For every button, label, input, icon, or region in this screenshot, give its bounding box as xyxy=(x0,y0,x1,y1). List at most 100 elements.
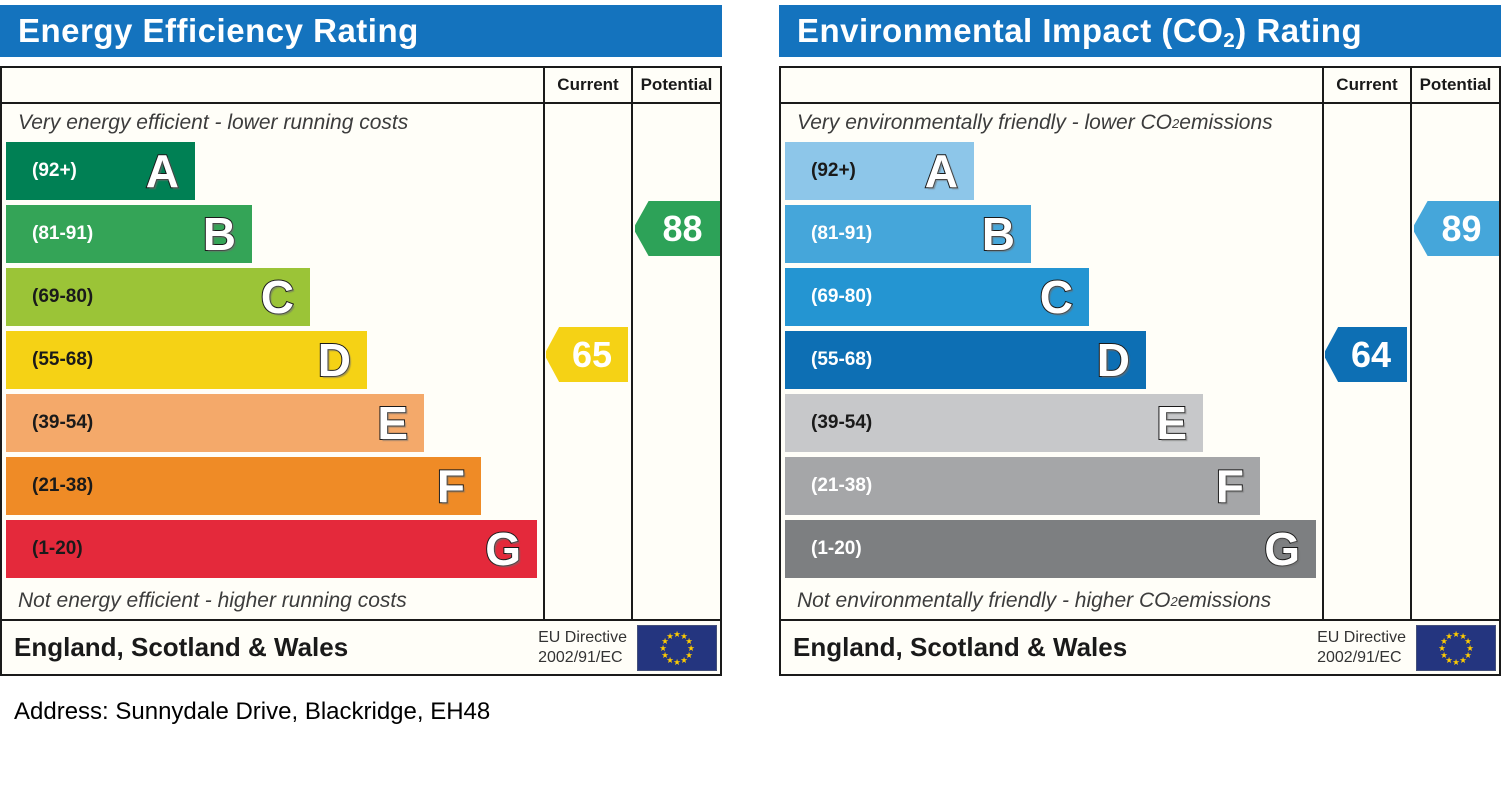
band-f: (21-38) F xyxy=(785,457,1260,515)
band-row-c: (69-80) C xyxy=(781,268,1499,326)
directive-line1: EU Directive xyxy=(1317,629,1406,647)
column-header-row: Current Potential xyxy=(2,68,720,104)
band-c: (69-80) C xyxy=(6,268,310,326)
potential-arrow: 88 xyxy=(635,201,720,256)
band-row-b: (81-91) B xyxy=(2,205,720,263)
title-text-post: ) Rating xyxy=(1235,12,1363,49)
directive-line2: 2002/91/EC xyxy=(538,648,623,666)
energy-efficiency-panel: Energy Efficiency Rating Current Potenti… xyxy=(0,5,722,676)
band-a: (92+) A xyxy=(785,142,974,200)
title-subscript: 2 xyxy=(1223,29,1236,53)
table-footer: England, Scotland & Wales EU Directive 2… xyxy=(781,619,1499,674)
potential-arrow: 89 xyxy=(1414,201,1499,256)
band-row-a: (92+) A xyxy=(2,142,720,200)
svg-text:★: ★ xyxy=(1459,656,1467,666)
band-row-b: (81-91) B xyxy=(781,205,1499,263)
band-letter: C xyxy=(260,271,295,323)
svg-text:★: ★ xyxy=(1466,644,1474,654)
band-g: (1-20) G xyxy=(6,520,537,578)
svg-text:★: ★ xyxy=(666,656,674,666)
band-letter: D xyxy=(1096,334,1131,386)
bottom-caption: Not energy efficient - higher running co… xyxy=(2,583,720,619)
band-letter: E xyxy=(1155,397,1188,449)
band-row-e: (39-54) E xyxy=(2,394,720,452)
current-arrow: 65 xyxy=(546,327,628,382)
region-label: England, Scotland & Wales xyxy=(793,632,1128,662)
svg-text:★: ★ xyxy=(1440,651,1448,661)
band-letter: G xyxy=(484,523,522,575)
caption-text: Very environmentally friendly - lower CO xyxy=(797,111,1173,134)
band-letter: A xyxy=(145,145,180,197)
band-row-f: (21-38) F xyxy=(2,457,720,515)
column-header-potential: Potential xyxy=(631,68,720,102)
band-letter: F xyxy=(1215,460,1245,512)
column-header-row: Current Potential xyxy=(781,68,1499,104)
svg-text:★: ★ xyxy=(1440,637,1448,647)
band-row-g: (1-20) G xyxy=(781,520,1499,578)
top-caption: Very environmentally friendly - lower CO… xyxy=(781,104,1499,142)
caption-subscript: 2 xyxy=(1172,115,1180,131)
svg-text:★: ★ xyxy=(1459,632,1467,642)
svg-text:★: ★ xyxy=(659,644,667,654)
column-divider xyxy=(631,104,633,619)
band-d: (55-68) D xyxy=(785,331,1146,389)
energy-rating-table: Current Potential Very energy efficient … xyxy=(0,66,722,676)
column-header-current: Current xyxy=(543,68,631,102)
band-row-d: (55-68) D xyxy=(2,331,720,389)
region-label: England, Scotland & Wales xyxy=(14,632,349,662)
panel-title-environmental-impact: Environmental Impact (CO2) Rating xyxy=(779,5,1501,57)
band-range-label: (55-68) xyxy=(811,349,873,370)
band-letter: A xyxy=(924,145,959,197)
top-caption: Very energy efficient - lower running co… xyxy=(2,104,720,142)
svg-text:★: ★ xyxy=(1464,637,1472,647)
band-range-label: (81-91) xyxy=(32,223,94,244)
band-letter: B xyxy=(981,208,1016,260)
caption-text-post: emissions xyxy=(1177,589,1272,612)
eu-directive-label: EU Directive 2002/91/EC xyxy=(1317,628,1406,666)
column-divider xyxy=(1322,104,1324,619)
band-letter: F xyxy=(436,460,466,512)
directive-line2: 2002/91/EC xyxy=(1317,648,1402,666)
band-e: (39-54) E xyxy=(6,394,424,452)
eu-flag-icon: ★ ★★ ★★★ ★★★ ★★★ xyxy=(637,624,717,671)
column-header-spacer xyxy=(781,68,1322,102)
title-text: Environmental Impact (CO xyxy=(797,12,1224,49)
band-d: (55-68) D xyxy=(6,331,367,389)
caption-text: Not environmentally friendly - higher CO xyxy=(797,589,1171,612)
svg-text:★: ★ xyxy=(661,637,669,647)
svg-text:★: ★ xyxy=(1445,632,1453,642)
band-range-label: (1-20) xyxy=(811,538,862,559)
band-range-label: (92+) xyxy=(811,160,856,181)
column-divider xyxy=(1410,104,1412,619)
band-letter: G xyxy=(1263,523,1301,575)
svg-text:★: ★ xyxy=(673,658,681,668)
table-footer: England, Scotland & Wales EU Directive 2… xyxy=(2,619,720,674)
rating-chart-body: Very energy efficient - lower running co… xyxy=(2,104,720,619)
svg-text:★: ★ xyxy=(1452,658,1460,668)
svg-text:★: ★ xyxy=(687,644,695,654)
band-range-label: (81-91) xyxy=(811,223,873,244)
bottom-caption: Not environmentally friendly - higher CO… xyxy=(781,583,1499,619)
band-range-label: (21-38) xyxy=(32,475,94,496)
band-g: (1-20) G xyxy=(785,520,1316,578)
band-row-c: (69-80) C xyxy=(2,268,720,326)
svg-text:★: ★ xyxy=(1438,644,1446,654)
svg-text:★: ★ xyxy=(685,637,693,647)
band-letter: D xyxy=(317,334,352,386)
band-range-label: (92+) xyxy=(32,160,77,181)
property-address: Address: Sunnydale Drive, Blackridge, EH… xyxy=(14,698,491,725)
caption-text: Very energy efficient - lower running co… xyxy=(18,111,409,134)
band-letter: C xyxy=(1039,271,1074,323)
caption-subscript: 2 xyxy=(1170,593,1178,609)
svg-text:★: ★ xyxy=(680,656,688,666)
panel-title-energy-efficiency: Energy Efficiency Rating xyxy=(0,5,722,57)
band-row-f: (21-38) F xyxy=(781,457,1499,515)
band-range-label: (39-54) xyxy=(811,412,873,433)
band-c: (69-80) C xyxy=(785,268,1089,326)
band-b: (81-91) B xyxy=(6,205,252,263)
eu-directive-label: EU Directive 2002/91/EC xyxy=(538,628,627,666)
column-header-current: Current xyxy=(1322,68,1410,102)
band-f: (21-38) F xyxy=(6,457,481,515)
caption-text-post: emissions xyxy=(1179,111,1273,134)
